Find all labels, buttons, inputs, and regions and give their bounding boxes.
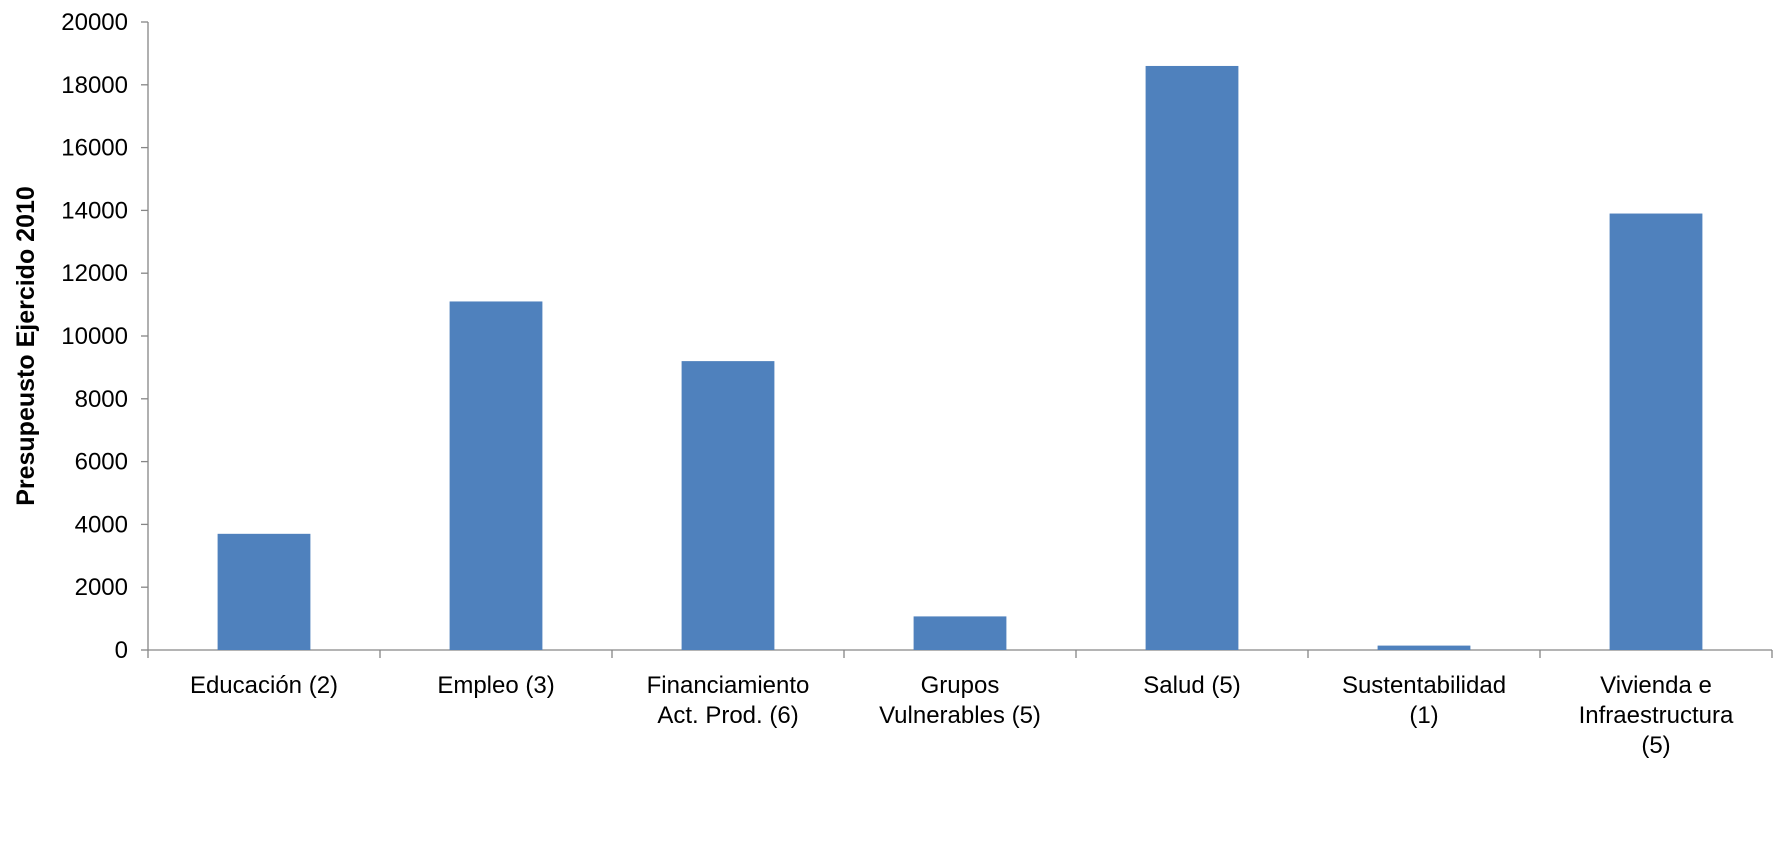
y-tick-label: 6000 — [75, 449, 128, 476]
x-tick-label: Empleo (3) — [437, 672, 554, 699]
y-axis-title: Presupeusto Ejercido 2010 — [12, 186, 40, 506]
bars — [217, 65, 1703, 651]
x-axis — [147, 649, 1773, 658]
x-tick-label: Grupos Vulnerables (5) — [879, 672, 1041, 729]
y-tick-label: 16000 — [61, 135, 128, 162]
x-tick-label: Vivienda e Infraestructura (5) — [1579, 672, 1734, 759]
y-tick-label: 12000 — [61, 260, 128, 287]
x-tick-label: Salud (5) — [1143, 672, 1240, 699]
y-tick-label: 14000 — [61, 197, 128, 224]
y-tick-label: 2000 — [75, 574, 128, 601]
y-tick-label: 10000 — [61, 323, 128, 350]
y-tick-label: 18000 — [61, 72, 128, 99]
bar — [913, 616, 1007, 650]
x-tick-label: Sustentabilidad (1) — [1342, 672, 1506, 729]
bar — [681, 361, 775, 650]
bar — [1145, 65, 1239, 650]
x-tick-label: Financiamiento Act. Prod. (6) — [647, 672, 810, 729]
bar — [1377, 645, 1471, 650]
y-tick-label: 20000 — [61, 9, 128, 36]
bar — [449, 301, 543, 650]
x-tick-label: Educación (2) — [190, 672, 338, 699]
bar — [217, 533, 311, 650]
y-axis: 0 2000 4000 6000 8000 10000 12000 14000 16000 180… — [61, 9, 149, 664]
bar — [1609, 213, 1703, 651]
y-tick-label: 0 — [115, 637, 128, 664]
y-tick-label: 8000 — [75, 386, 128, 413]
category-labels: Educación (2) Empleo (3) Financiamiento Act… — [190, 672, 1734, 759]
y-tick-label: 4000 — [75, 511, 128, 538]
